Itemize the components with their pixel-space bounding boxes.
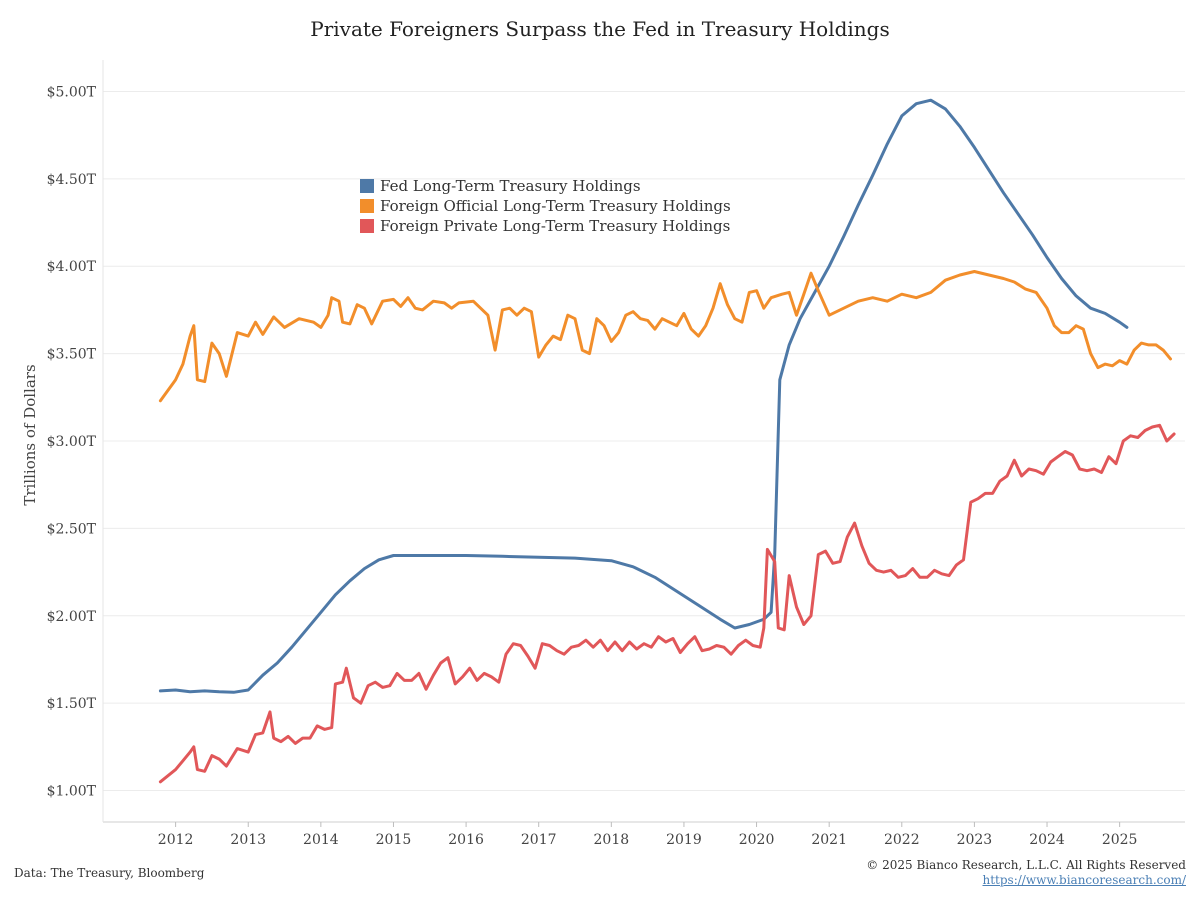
- y-tick-label: $1.50T: [47, 696, 97, 712]
- x-tick-label: 2016: [448, 832, 484, 848]
- legend-item-foreign-private[interactable]: Foreign Private Long-Term Treasury Holdi…: [360, 216, 731, 236]
- x-tick-label: 2014: [303, 832, 339, 848]
- legend-swatch-foreign-private: [360, 219, 374, 233]
- y-axis-label: Trillions of Dollars: [21, 364, 39, 505]
- series-line-fed-long-term-treasury-holdings: [158, 98, 1129, 694]
- y-tick-label: $2.50T: [47, 521, 97, 537]
- x-tick-label: 2024: [1029, 832, 1065, 848]
- y-tick-label: $3.00T: [47, 434, 97, 450]
- x-tick-label: 2019: [666, 832, 702, 848]
- x-tick-label: 2013: [230, 832, 266, 848]
- y-tick-label: $1.00T: [47, 784, 97, 800]
- y-tick-label: $2.00T: [47, 609, 97, 625]
- legend-label-fed: Fed Long-Term Treasury Holdings: [380, 177, 641, 195]
- legend-label-foreign-official: Foreign Official Long-Term Treasury Hold…: [380, 197, 731, 215]
- y-tick-label: $4.50T: [47, 172, 97, 188]
- legend-swatch-fed: [360, 179, 374, 193]
- legend: Fed Long-Term Treasury Holdings Foreign …: [360, 176, 731, 236]
- x-tick-label: 2017: [521, 832, 557, 848]
- legend-item-fed[interactable]: Fed Long-Term Treasury Holdings: [360, 176, 731, 196]
- x-tick-label: 2022: [884, 832, 920, 848]
- y-tick-label: $3.50T: [47, 347, 97, 363]
- source-note: Data: The Treasury, Bloomberg: [14, 866, 205, 880]
- x-tick-label: 2018: [594, 832, 630, 848]
- x-tick-label: 2012: [158, 832, 194, 848]
- x-tick-label: 2020: [739, 832, 775, 848]
- legend-item-foreign-official[interactable]: Foreign Official Long-Term Treasury Hold…: [360, 196, 731, 216]
- axes: $1.00T $1.50T $2.00T $2.50T $3.00T $3.50T $4.0…: [47, 60, 1185, 848]
- legend-swatch-foreign-official: [360, 199, 374, 213]
- copyright-notice: © 2025 Bianco Research, L.L.C. All Right…: [866, 858, 1186, 872]
- website-link[interactable]: https://www.biancoresearch.com/: [982, 873, 1186, 887]
- grid-lines: [103, 90, 1185, 792]
- x-tick-label: 2021: [811, 832, 847, 848]
- x-tick-label: 2015: [376, 832, 412, 848]
- chart-title: Private Foreigners Surpass the Fed in Tr…: [310, 17, 890, 41]
- x-tick-label: 2025: [1102, 832, 1138, 848]
- legend-label-foreign-private: Foreign Private Long-Term Treasury Holdi…: [380, 217, 731, 235]
- y-tick-label: $4.00T: [47, 259, 97, 275]
- series-line-foreign-private-long-term-treasury-holdings: [158, 423, 1176, 784]
- x-tick-label: 2023: [957, 832, 993, 848]
- y-tick-label: $5.00T: [47, 84, 97, 100]
- series-lines: [158, 98, 1176, 784]
- series-line-foreign-official-long-term-treasury-holdings: [158, 270, 1172, 403]
